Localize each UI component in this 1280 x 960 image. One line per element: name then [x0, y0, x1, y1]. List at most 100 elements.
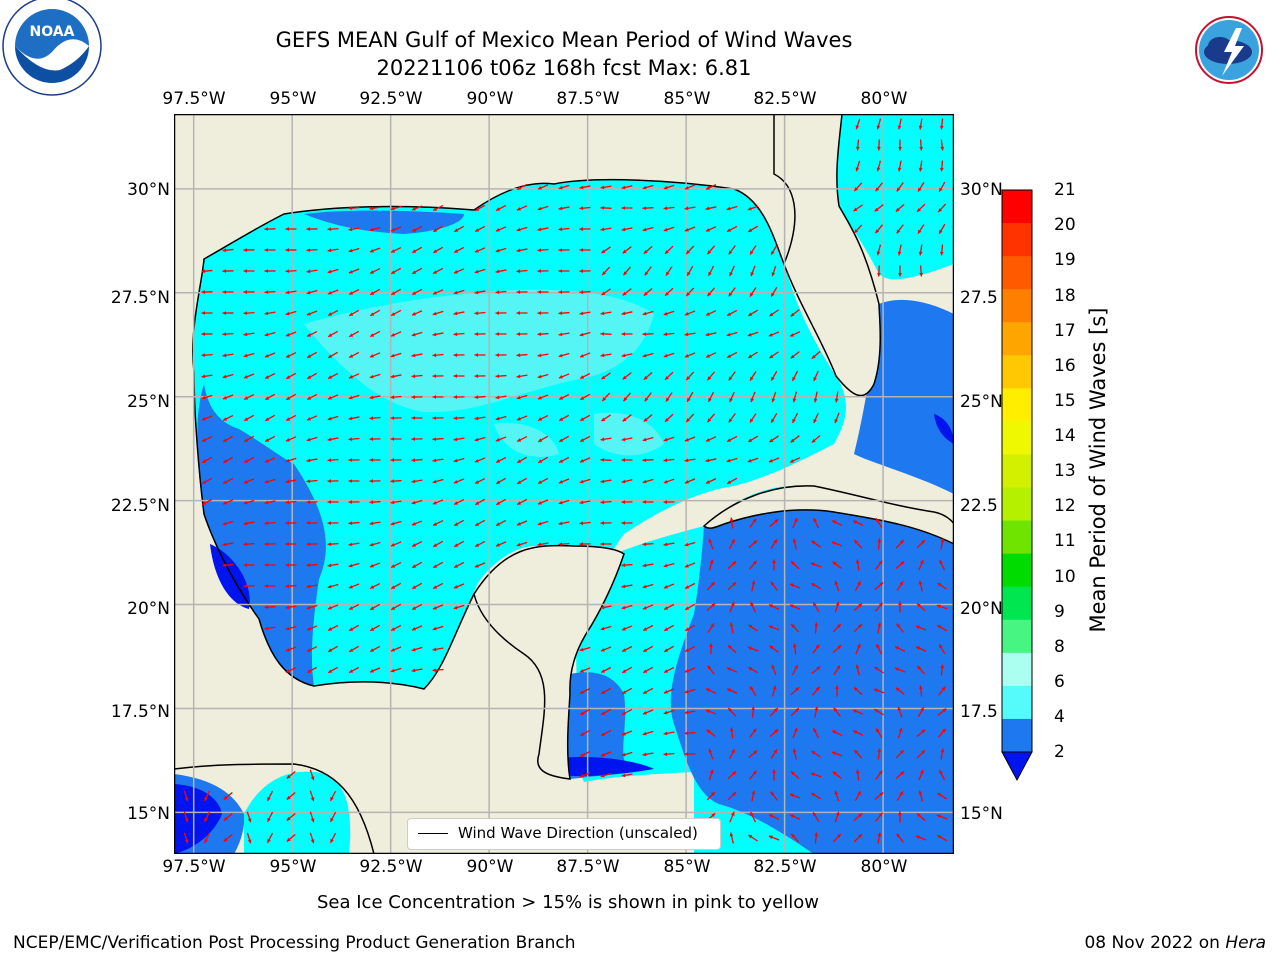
wave-period-2-4-yucatan [566, 672, 634, 779]
wind-wave-arrowhead [432, 332, 437, 337]
wind-wave-arrowhead [939, 229, 943, 234]
wind-wave-arrowhead [728, 418, 733, 423]
wind-wave-arrowhead [223, 459, 228, 463]
wind-wave-arrowhead [726, 667, 731, 672]
wind-wave-arrowhead [222, 332, 227, 337]
wind-wave-arrowhead [770, 791, 775, 796]
wind-wave-arrowhead [874, 709, 879, 713]
wind-wave-arrowhead [349, 354, 354, 358]
wind-wave-arrowhead [432, 458, 437, 463]
wind-wave-arrowhead [919, 559, 924, 564]
wind-wave-arrowhead [642, 752, 647, 757]
wind-wave-arrowhead [663, 542, 668, 547]
wind-wave-arrowhead [349, 333, 354, 337]
wind-wave-arrowhead [327, 521, 332, 525]
wind-wave-arrowhead [348, 269, 353, 274]
lon-tick-bottom: 90°W [466, 857, 514, 877]
wind-wave-arrowhead [854, 749, 859, 754]
wind-wave-arrowhead [705, 709, 710, 714]
wind-wave-arrowhead [686, 250, 691, 255]
wind-wave-arrowhead [686, 292, 691, 297]
wind-wave-arrowhead [327, 269, 332, 274]
wind-wave-arrowhead [855, 167, 860, 172]
wave-period-6-8-3 [494, 422, 559, 457]
wind-wave-arrowhead [773, 539, 777, 544]
wind-wave-arrowhead [899, 791, 903, 796]
wind-wave-arrowhead [621, 563, 626, 568]
wind-wave-arrowhead [772, 769, 776, 774]
wind-wave-arrowhead [642, 542, 647, 547]
wind-wave-arrowhead [750, 272, 755, 277]
wind-wave-arrowhead [897, 125, 902, 130]
wind-wave-arrowhead [391, 270, 396, 274]
wind-wave-arrowhead [895, 207, 900, 212]
wind-wave-arrowhead [709, 769, 714, 774]
wind-wave-arrowhead [858, 603, 863, 608]
wind-wave-arrowhead [665, 417, 669, 422]
wind-wave-arrowhead [601, 711, 606, 715]
wind-wave-arrowhead [348, 479, 353, 483]
wind-wave-arrowhead [307, 375, 312, 379]
wind-wave-arrowhead [684, 353, 689, 358]
wind-wave-arrowhead [243, 353, 248, 358]
lat-tick-right: 22.5 [960, 496, 998, 516]
wind-wave-arrowhead [811, 354, 816, 359]
wind-wave-arrowhead [453, 605, 458, 610]
wind-wave-arrowhead [707, 292, 712, 297]
wind-wave-arrowhead [749, 292, 754, 297]
wind-wave-arrowhead [832, 520, 837, 524]
wind-wave-arrowhead [684, 689, 689, 694]
wind-wave-arrowhead [202, 480, 207, 484]
wind-wave-arrowhead [307, 354, 312, 358]
wind-wave-arrowhead [728, 707, 733, 712]
wind-wave-arrowhead [748, 354, 753, 358]
wind-wave-arrowhead [184, 797, 189, 802]
wind-wave-arrowhead [222, 563, 227, 568]
wind-wave-arrowhead [370, 270, 375, 274]
wind-wave-arrowhead [204, 838, 208, 843]
wind-wave-arrowhead [918, 580, 923, 585]
lon-tick-top: 87.5°W [556, 89, 620, 109]
wind-wave-arrowhead [706, 688, 711, 692]
wind-wave-arrowhead [684, 206, 689, 211]
wind-wave-arrowhead [727, 312, 732, 316]
wind-wave-arrowhead [810, 772, 815, 777]
wind-wave-arrowhead [412, 270, 417, 274]
wind-wave-arrowhead [474, 269, 479, 274]
wind-wave-arrowhead [285, 290, 290, 295]
wind-wave-arrowhead [327, 290, 332, 295]
wind-wave-arrowhead [433, 228, 438, 232]
wind-wave-arrowhead [243, 374, 248, 379]
wind-wave-arrowhead [686, 376, 691, 381]
wind-wave-arrowhead [453, 270, 458, 274]
wind-wave-arrowhead [390, 521, 395, 526]
wind-wave-arrowhead [875, 187, 880, 192]
wind-wave-arrowhead [709, 643, 713, 648]
wind-wave-arrowhead [685, 606, 690, 610]
wind-wave-arrowhead [789, 604, 794, 608]
wind-wave-arrowhead [769, 354, 774, 359]
wind-wave-arrowhead [306, 521, 311, 525]
wind-wave-arrowhead [623, 397, 628, 402]
wind-wave-arrowhead [813, 419, 817, 424]
wind-wave-arrowhead [727, 228, 732, 232]
wind-wave-arrowhead [475, 207, 480, 211]
wind-wave-arrowhead [602, 397, 607, 402]
wind-wave-arrowhead [600, 773, 605, 778]
wind-wave-arrowhead [411, 395, 416, 399]
wind-wave-arrowhead [877, 748, 882, 753]
wind-wave-arrowhead [495, 543, 500, 547]
wind-wave-arrowhead [475, 501, 480, 505]
colorbar-tick: 9 [1054, 602, 1065, 622]
colorbar-tick: 10 [1054, 567, 1076, 587]
wind-wave-arrowhead [789, 583, 794, 588]
wind-wave-arrowhead [580, 417, 585, 421]
nws-logo [1178, 0, 1280, 100]
wind-wave-arrows [183, 118, 948, 844]
graticule [174, 114, 954, 854]
wind-wave-arrowhead [264, 626, 269, 631]
wind-wave-arrowhead [285, 647, 290, 652]
wind-wave-arrowhead [391, 585, 396, 589]
wind-wave-arrowhead [768, 458, 773, 463]
wind-wave-arrowhead [791, 833, 796, 838]
